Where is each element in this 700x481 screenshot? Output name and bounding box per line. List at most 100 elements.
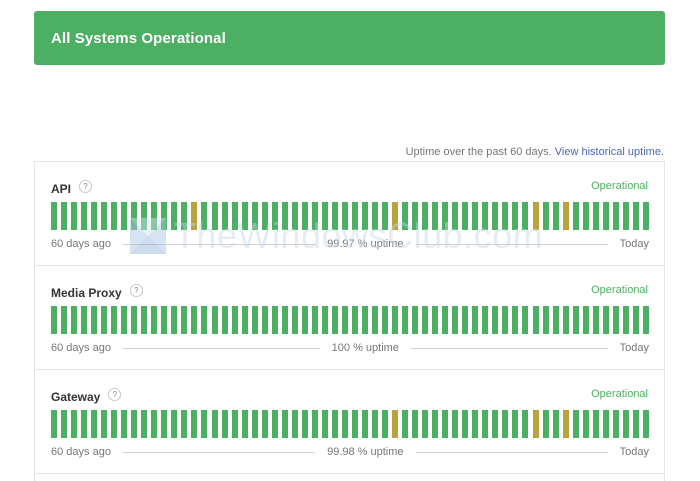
uptime-day-bar[interactable] [582,202,589,230]
uptime-day-bar[interactable] [512,410,519,438]
uptime-day-bar[interactable] [642,306,649,334]
uptime-day-bar[interactable] [91,410,98,438]
uptime-day-bar[interactable] [81,202,88,230]
uptime-day-bar-degraded[interactable] [392,410,399,438]
uptime-day-bar[interactable] [131,410,138,438]
uptime-day-bar[interactable] [331,202,338,230]
help-icon[interactable]: ? [79,179,93,193]
uptime-day-bar[interactable] [181,202,188,230]
uptime-day-bar[interactable] [221,306,228,334]
uptime-day-bar[interactable] [161,306,168,334]
uptime-day-bar[interactable] [281,202,288,230]
view-historical-uptime-link[interactable]: View historical uptime. [554,146,664,158]
uptime-day-bar[interactable] [311,202,318,230]
uptime-day-bar[interactable] [572,202,579,230]
uptime-day-bar[interactable] [612,202,619,230]
uptime-day-bar[interactable] [402,306,409,334]
uptime-day-bar[interactable] [201,202,208,230]
uptime-day-bar[interactable] [331,410,338,438]
uptime-day-bar[interactable] [522,202,529,230]
uptime-day-bar[interactable] [311,306,318,334]
uptime-day-bar[interactable] [141,306,148,334]
uptime-day-bar[interactable] [301,202,308,230]
uptime-day-bar[interactable] [382,202,389,230]
uptime-day-bar[interactable] [181,410,188,438]
uptime-day-bar[interactable] [382,306,389,334]
uptime-day-bar[interactable] [211,410,218,438]
uptime-day-bar[interactable] [201,410,208,438]
uptime-day-bar[interactable] [101,306,108,334]
uptime-day-bar[interactable] [372,202,378,230]
uptime-day-bar[interactable] [582,410,589,438]
uptime-day-bar[interactable] [442,306,449,334]
uptime-day-bar[interactable] [542,410,549,438]
uptime-day-bar[interactable] [472,202,479,230]
uptime-day-bar[interactable] [121,410,128,438]
uptime-day-bar[interactable] [361,410,368,438]
uptime-day-bar[interactable] [412,306,419,334]
uptime-day-bar[interactable] [552,410,559,438]
uptime-day-bar[interactable] [392,306,399,334]
uptime-day-bar[interactable] [251,306,258,334]
uptime-day-bar[interactable] [61,410,68,438]
uptime-day-bar[interactable] [141,410,148,438]
uptime-day-bar[interactable] [51,202,57,230]
uptime-day-bar[interactable] [281,410,288,438]
uptime-day-bar[interactable] [592,410,599,438]
uptime-day-bar[interactable] [612,410,619,438]
uptime-day-bar-degraded[interactable] [532,410,539,438]
uptime-day-bar[interactable] [101,202,108,230]
uptime-day-bar[interactable] [522,410,529,438]
uptime-day-bar[interactable] [562,306,569,334]
uptime-day-bar[interactable] [542,202,549,230]
uptime-day-bar[interactable] [482,202,489,230]
uptime-day-bar[interactable] [502,306,509,334]
uptime-day-bar[interactable] [281,306,288,334]
uptime-day-bar[interactable] [181,306,188,334]
uptime-day-bar[interactable] [452,306,459,334]
uptime-day-bar[interactable] [482,306,489,334]
uptime-day-bar[interactable] [462,306,469,334]
uptime-day-bar[interactable] [452,410,459,438]
uptime-day-bar[interactable] [271,410,278,438]
uptime-day-bar[interactable] [301,306,308,334]
uptime-day-bar[interactable] [442,410,449,438]
uptime-day-bar[interactable] [532,306,539,334]
uptime-day-bar[interactable] [472,410,479,438]
uptime-day-bar[interactable] [271,202,278,230]
uptime-day-bar[interactable] [221,202,228,230]
uptime-day-bar[interactable] [632,306,639,334]
uptime-day-bar[interactable] [321,410,328,438]
uptime-day-bar[interactable] [492,202,499,230]
uptime-day-bar[interactable] [251,410,258,438]
uptime-day-bar[interactable] [602,202,609,230]
uptime-day-bar[interactable] [341,202,348,230]
uptime-day-bar-degraded[interactable] [191,202,198,230]
uptime-day-bar[interactable] [261,410,268,438]
uptime-day-bar[interactable] [592,202,599,230]
uptime-day-bar[interactable] [552,306,559,334]
uptime-day-bar[interactable] [241,410,248,438]
uptime-day-bar[interactable] [151,410,158,438]
uptime-day-bar[interactable] [321,306,328,334]
uptime-day-bar[interactable] [231,202,238,230]
uptime-day-bar[interactable] [231,410,238,438]
uptime-day-bar[interactable] [351,306,358,334]
uptime-day-bar[interactable] [251,202,258,230]
uptime-day-bar[interactable] [191,410,198,438]
uptime-day-bar[interactable] [211,202,218,230]
uptime-day-bar[interactable] [592,306,599,334]
uptime-day-bar[interactable] [61,202,68,230]
uptime-day-bar-degraded[interactable] [392,202,399,230]
uptime-day-bar[interactable] [71,410,78,438]
uptime-day-bar[interactable] [602,306,609,334]
uptime-day-bar[interactable] [151,202,158,230]
uptime-day-bar[interactable] [61,306,68,334]
uptime-day-bar[interactable] [462,410,469,438]
uptime-day-bar[interactable] [291,410,298,438]
uptime-day-bar[interactable] [71,202,78,230]
uptime-day-bar[interactable] [642,410,649,438]
uptime-day-bar[interactable] [321,202,328,230]
uptime-day-bar[interactable] [91,306,98,334]
uptime-day-bar[interactable] [131,306,138,334]
